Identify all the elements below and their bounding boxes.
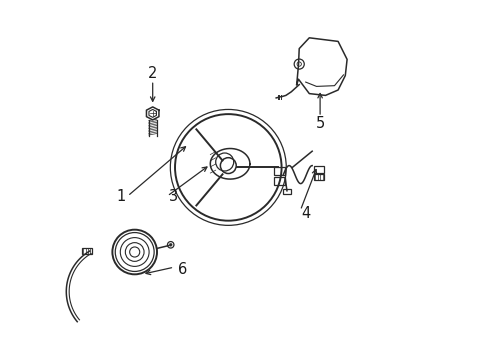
Bar [313, 174, 324, 180]
Bar [81, 248, 92, 254]
Bar [274, 177, 285, 185]
Text: 1: 1 [117, 189, 126, 204]
Bar [274, 167, 285, 175]
Circle shape [169, 243, 172, 246]
Text: 4: 4 [301, 206, 310, 221]
Text: 3: 3 [169, 189, 178, 204]
Bar [283, 189, 291, 194]
Bar [313, 166, 324, 173]
Text: 5: 5 [315, 116, 324, 131]
Text: 2: 2 [148, 66, 157, 81]
Text: 6: 6 [178, 262, 187, 277]
